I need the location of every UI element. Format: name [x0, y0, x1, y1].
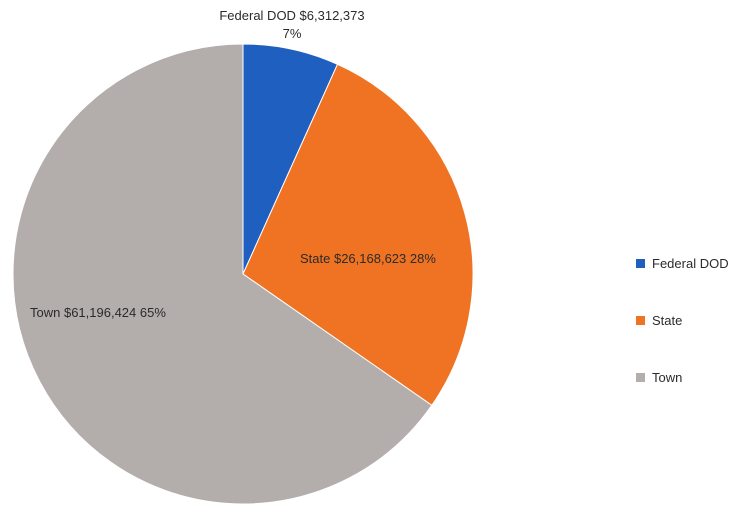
legend-label-federal-dod: Federal DOD [652, 256, 729, 271]
legend-label-town: Town [652, 370, 683, 385]
data-label-federal-dod-line-1: Federal DOD $6,312,373 [219, 8, 364, 23]
legend-item-federal-dod: Federal DOD [636, 256, 729, 271]
legend-item-town: Town [636, 370, 682, 385]
data-label-town: Town $61,196,424 65% [30, 305, 166, 320]
data-label-federal-dod: Federal DOD $6,312,373 7% [219, 8, 364, 41]
data-label-federal-dod-line-2: 7% [283, 26, 302, 41]
legend-swatch-state [636, 316, 645, 325]
pie-slice-town [12, 43, 433, 505]
legend-swatch-town [636, 373, 645, 382]
data-label-town-line-1: Town $61,196,424 65% [30, 305, 166, 320]
data-label-state: State $26,168,623 28% [300, 251, 436, 266]
legend-label-state: State [652, 313, 683, 328]
data-label-state-line-1: State $26,168,623 28% [300, 251, 436, 266]
pie-slice-state [242, 63, 474, 407]
legend-swatch-federal-dod [636, 259, 645, 268]
legend-item-state: State [636, 313, 682, 328]
